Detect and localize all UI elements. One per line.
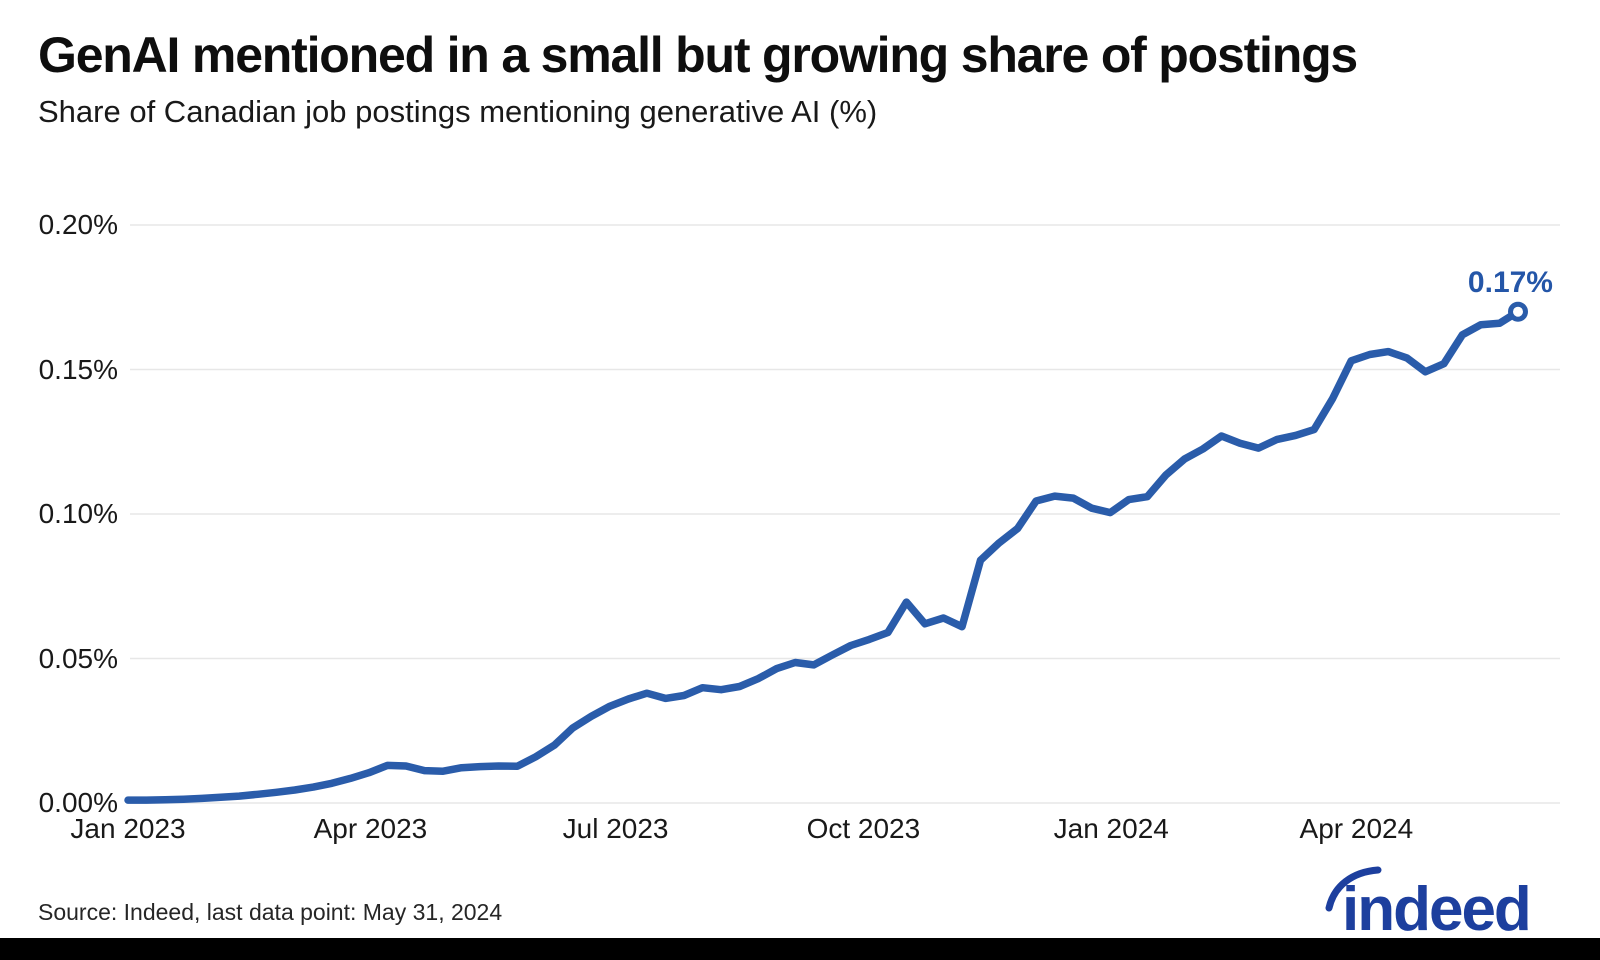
source-note: Source: Indeed, last data point: May 31,… bbox=[38, 899, 503, 925]
last-data-point-marker bbox=[1508, 301, 1528, 322]
bottom-letterbox-bar bbox=[0, 938, 1600, 960]
x-axis-tick-label: Jan 2024 bbox=[1053, 813, 1169, 844]
genai-share-line bbox=[124, 307, 1522, 804]
chart-subtitle: Share of Canadian job postings mentionin… bbox=[38, 94, 878, 129]
end-value-annotation: 0.17% bbox=[1467, 266, 1553, 299]
x-axis-tick-label: Apr 2024 bbox=[1299, 813, 1414, 844]
indeed-logo-arc-icon bbox=[1325, 866, 1382, 912]
indeed-logo: indeed bbox=[1325, 866, 1532, 942]
x-axis-tick-label: Oct 2023 bbox=[806, 813, 921, 844]
y-axis-tick-label: 0.00% bbox=[38, 787, 118, 818]
y-axis-tick-label: 0.15% bbox=[38, 353, 118, 385]
x-axis-tick-label: Apr 2023 bbox=[313, 813, 428, 844]
gridlines bbox=[130, 224, 1560, 804]
y-axis-tick-label: 0.20% bbox=[38, 209, 118, 240]
indeed-logo-text: indeed bbox=[1342, 875, 1530, 942]
y-axis-tick-label: 0.10% bbox=[38, 498, 118, 529]
y-axis-tick-label: 0.05% bbox=[38, 642, 118, 674]
x-axis-tick-label: Jan 2023 bbox=[70, 813, 186, 844]
x-axis-tick-label: Jul 2023 bbox=[562, 813, 669, 844]
page-title: GenAI mentioned in a small but growing s… bbox=[38, 27, 1358, 83]
